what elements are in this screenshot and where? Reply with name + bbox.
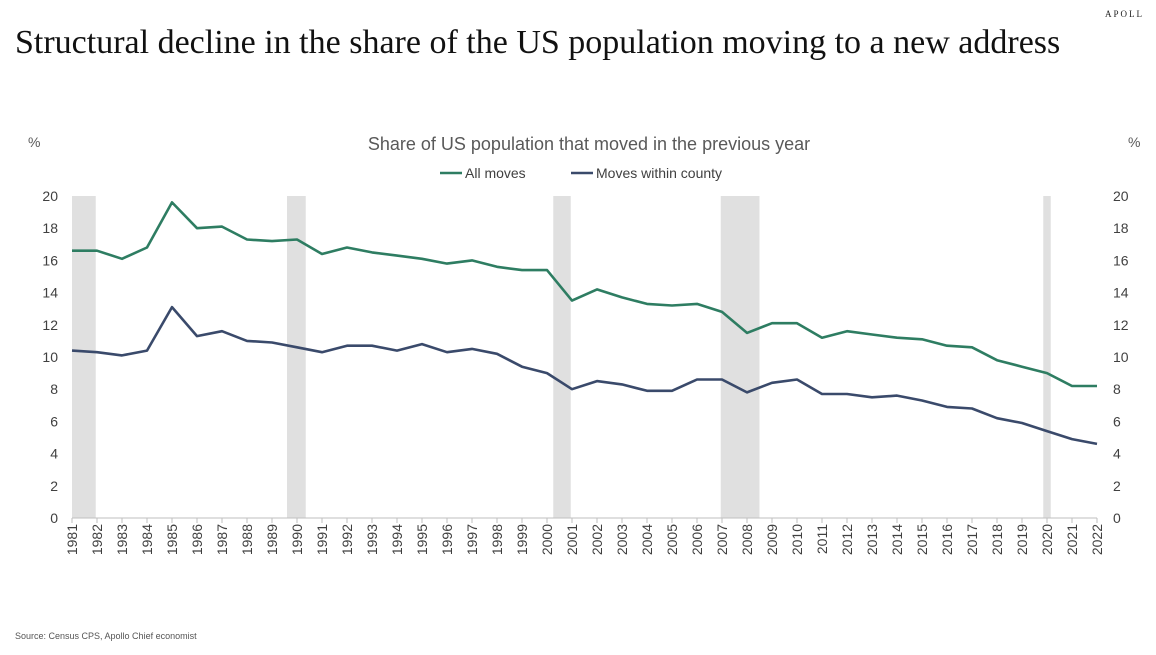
x-tick-label: 2009 <box>764 524 780 555</box>
apollo-logo: APOLL <box>1105 9 1144 19</box>
y-tick-label-left: 0 <box>50 510 58 526</box>
y-tick-label-left: 12 <box>42 317 58 333</box>
x-tick-label: 1990 <box>289 524 305 555</box>
y-tick-label-left: 10 <box>42 349 58 365</box>
x-tick-label: 2017 <box>964 524 980 555</box>
x-tick-label: 2010 <box>789 524 805 555</box>
x-tick-label: 1998 <box>489 524 505 555</box>
x-tick-label: 2002 <box>589 524 605 555</box>
x-tick-label: 2003 <box>614 524 630 555</box>
legend: All moves Moves within county <box>440 165 722 181</box>
x-tick-label: 2015 <box>914 524 930 555</box>
x-tick-label: 2022 <box>1089 524 1105 555</box>
y-tick-label-right: 12 <box>1113 317 1129 333</box>
x-tick-label: 2016 <box>939 524 955 555</box>
y-tick-label-left: 20 <box>42 188 58 204</box>
y-tick-label-left: 14 <box>42 285 58 301</box>
page-title: Structural decline in the share of the U… <box>15 24 1061 61</box>
x-tick-label: 2005 <box>664 524 680 555</box>
x-tick-label: 1983 <box>114 524 130 555</box>
y-tick-label-right: 6 <box>1113 413 1121 429</box>
source-note: Source: Census CPS, Apollo Chief economi… <box>15 631 197 641</box>
x-tick-label: 1991 <box>314 524 330 555</box>
left-unit-label: % <box>28 134 40 150</box>
x-tick-label: 1985 <box>164 524 180 555</box>
x-tick-label: 2011 <box>814 524 830 554</box>
x-tick-label: 2004 <box>639 524 655 555</box>
y-tick-label-left: 16 <box>42 252 58 268</box>
y-tick-label-left: 6 <box>50 413 58 429</box>
series-lines <box>71 201 1098 446</box>
series-line-all-moves <box>72 201 1097 388</box>
recession-band-2 <box>553 196 571 518</box>
recession-band-1 <box>287 196 306 518</box>
legend-label: All moves <box>465 165 526 181</box>
x-tick-label: 1999 <box>514 524 530 555</box>
x-tick-label: 1992 <box>339 524 355 555</box>
recession-band-4 <box>1043 196 1051 518</box>
x-tick-label: 2007 <box>714 524 730 555</box>
chart-title: Share of US population that moved in the… <box>368 134 810 154</box>
x-tick-label: 1989 <box>264 524 280 555</box>
x-tick-label: 1996 <box>439 524 455 555</box>
x-tick-label: 2008 <box>739 524 755 555</box>
x-tick-label: 2006 <box>689 524 705 555</box>
x-tick-label: 1984 <box>139 524 155 555</box>
x-tick-label: 2021 <box>1064 524 1080 555</box>
y-tick-label-right: 2 <box>1113 478 1121 494</box>
legend-label: Moves within county <box>596 165 722 181</box>
x-tick-label: 1995 <box>414 524 430 555</box>
y-tick-label-right: 0 <box>1113 510 1121 526</box>
y-tick-label-right: 16 <box>1113 252 1129 268</box>
x-tick-label: 2014 <box>889 524 905 555</box>
x-tick-label: 1994 <box>389 524 405 555</box>
x-tick-label: 1988 <box>239 524 255 555</box>
x-tick-label: 2019 <box>1014 524 1030 555</box>
y-tick-label-right: 10 <box>1113 349 1129 365</box>
x-tick-label: 1993 <box>364 524 380 555</box>
y-tick-label-left: 4 <box>50 446 58 462</box>
y-tick-label-right: 18 <box>1113 220 1129 236</box>
x-tick-label: 1997 <box>464 524 480 555</box>
y-tick-label-left: 18 <box>42 220 58 236</box>
series-line-moves-within-county <box>71 305 1098 446</box>
y-tick-label-right: 4 <box>1113 446 1121 462</box>
y-tick-label-left: 8 <box>50 381 58 397</box>
x-tick-label: 2000 <box>539 524 555 555</box>
recession-band-3 <box>720 196 760 518</box>
recession-shading <box>72 196 1051 518</box>
x-tick-label: 1982 <box>89 524 105 555</box>
x-tick-label: 2020 <box>1039 524 1055 555</box>
right-unit-label: % <box>1128 134 1140 150</box>
y-tick-label-right: 8 <box>1113 381 1121 397</box>
x-tick-label: 2012 <box>839 524 855 555</box>
y-tick-label-right: 14 <box>1113 285 1129 301</box>
x-tick-label: 1981 <box>64 524 80 555</box>
x-tick-label: 1986 <box>189 524 205 555</box>
y-tick-label-right: 20 <box>1113 188 1129 204</box>
recession-band-0 <box>72 196 96 518</box>
x-tick-label: 1987 <box>214 524 230 555</box>
x-tick-label: 2013 <box>864 524 880 555</box>
x-tick-label: 2001 <box>564 524 580 555</box>
x-tick-label: 2018 <box>989 524 1005 555</box>
y-tick-label-left: 2 <box>50 478 58 494</box>
